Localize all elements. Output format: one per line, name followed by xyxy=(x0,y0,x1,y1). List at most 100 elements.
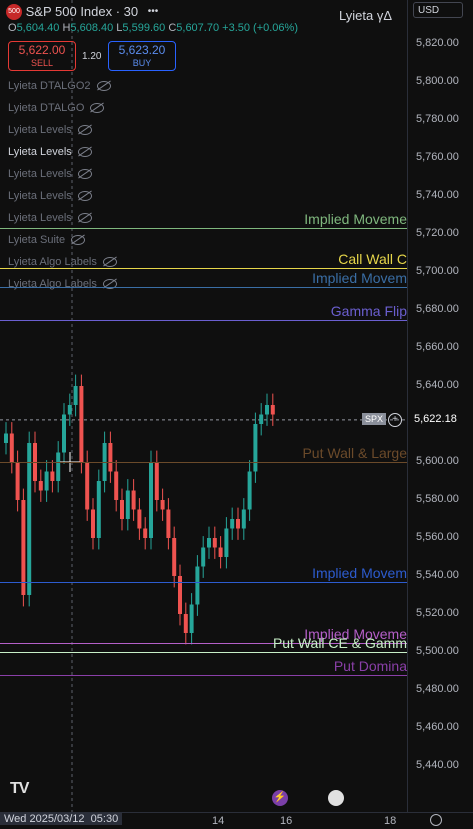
buy-label: BUY xyxy=(132,58,152,68)
indicator-item[interactable]: Lyieta Levels xyxy=(8,190,92,202)
level-label: Put Wall CE & Gamm xyxy=(272,635,407,651)
hidden-eye-icon[interactable] xyxy=(77,191,92,202)
candle-body xyxy=(143,528,148,538)
hidden-eye-icon[interactable] xyxy=(71,235,86,246)
indicator-label: Lyieta Suite xyxy=(8,234,66,246)
sell-price: 5,622.00 xyxy=(18,43,66,57)
candle-body xyxy=(9,433,14,462)
candle-body xyxy=(137,509,142,529)
tradingview-logo[interactable]: TV xyxy=(10,780,29,797)
hidden-eye-icon[interactable] xyxy=(77,125,92,136)
price-tick-label: 5,540.00 xyxy=(416,569,459,581)
hidden-eye-icon[interactable] xyxy=(77,213,92,224)
lightning-icon[interactable]: ⚡ xyxy=(272,790,288,806)
price-tick-label: 5,800.00 xyxy=(416,75,459,87)
indicator-item[interactable]: Lyieta Levels xyxy=(8,124,92,136)
price-tick-label: 5,480.00 xyxy=(416,683,459,695)
indicator-item[interactable]: Lyieta DTALGO xyxy=(8,102,105,114)
price-tick-label: 5,820.00 xyxy=(416,37,459,49)
candle-body xyxy=(27,443,32,595)
candle-body xyxy=(253,424,258,472)
price-tick-label: 5,640.00 xyxy=(416,379,459,391)
candle-body xyxy=(96,481,101,538)
level-line[interactable] xyxy=(0,287,407,289)
indicator-label: Lyieta Levels xyxy=(8,146,72,158)
indicator-item[interactable]: Lyieta Levels xyxy=(8,146,92,158)
candle-body xyxy=(67,405,72,415)
price-chart[interactable] xyxy=(0,0,407,812)
candle-body xyxy=(125,490,130,519)
candle-body xyxy=(236,519,240,529)
level-line[interactable] xyxy=(0,462,407,463)
candle-body xyxy=(62,414,66,453)
loading-icon[interactable] xyxy=(77,147,92,158)
candle-body xyxy=(120,500,124,519)
hidden-eye-icon[interactable] xyxy=(102,257,117,268)
level-label: Call Wall C xyxy=(338,251,407,268)
level-line[interactable] xyxy=(0,652,407,653)
indicator-item[interactable]: Lyieta DTALGO2 xyxy=(8,80,111,92)
candle-body xyxy=(195,566,200,605)
candle-body xyxy=(172,538,177,576)
level-line[interactable] xyxy=(0,642,407,644)
price-axis[interactable]: USD 5,820.00 5,800.00 5,780.00 5,760.00 5,74… xyxy=(362,0,473,812)
currency-button[interactable]: USD xyxy=(413,2,463,18)
buy-price: 5,623.20 xyxy=(118,43,166,57)
candle-body xyxy=(218,547,223,557)
candle-body xyxy=(178,576,182,614)
candle-body xyxy=(149,462,153,538)
level-line[interactable] xyxy=(0,581,407,583)
more-options-button[interactable]: ••• xyxy=(147,6,159,18)
ohlc-readout: O5,604.40 H5,608.40 L5,599.60 C5,607.70 … xyxy=(8,22,298,34)
chart-pane[interactable]: 500 S&P 500 Index · 30 ••• Lyieta γΔ O5,… xyxy=(0,0,407,812)
time-label: 14 xyxy=(212,815,225,827)
candle-body xyxy=(4,433,8,443)
candle-body xyxy=(241,509,246,529)
flag-icon[interactable] xyxy=(328,790,344,806)
candle-body xyxy=(160,500,165,510)
hidden-eye-icon[interactable] xyxy=(90,103,105,114)
candle-body xyxy=(38,481,43,491)
time-axis[interactable]: Wed 2025/03/12 05:30 14 16 18 xyxy=(0,812,473,829)
candle-body xyxy=(270,405,275,415)
candle-body xyxy=(212,538,217,548)
level-line[interactable] xyxy=(0,319,407,321)
price-tick-label: 5,760.00 xyxy=(416,151,459,163)
price-tick-label: 5,600.00 xyxy=(416,455,459,467)
indicator-item[interactable]: Lyieta Algo Labels xyxy=(8,278,117,290)
symbol-badge-icon: 500 xyxy=(6,3,22,20)
price-tick-label: 5,500.00 xyxy=(416,645,459,657)
hidden-eye-icon[interactable] xyxy=(96,81,111,92)
indicator-item[interactable]: Lyieta Algo Labels xyxy=(8,256,117,268)
buy-button[interactable]: 5,623.20 BUY xyxy=(108,41,176,71)
candle-body xyxy=(154,462,159,500)
settings-gear-icon[interactable] xyxy=(430,814,442,826)
indicator-item[interactable]: Lyieta Levels xyxy=(8,168,92,180)
indicator-item[interactable]: Lyieta Suite xyxy=(8,234,86,246)
sell-button[interactable]: 5,622.00 SELL xyxy=(8,41,76,71)
level-line[interactable] xyxy=(0,228,407,230)
symbol-header[interactable]: 500 S&P 500 Index · 30 ••• xyxy=(6,3,158,20)
level-label: Implied Moveme xyxy=(304,625,407,642)
level-label: Put Wall & Large xyxy=(302,445,407,461)
candle-body xyxy=(131,490,136,510)
level-line[interactable] xyxy=(0,674,407,676)
candle-body xyxy=(166,509,171,538)
candle-body xyxy=(247,471,252,510)
price-tick-label: 5,560.00 xyxy=(416,531,459,543)
indicator-item[interactable]: Lyieta Levels xyxy=(8,212,92,224)
price-tick-label: 5,680.00 xyxy=(416,303,459,315)
symbol-title[interactable]: S&P 500 Index · 30 xyxy=(25,4,139,20)
indicator-label: Lyieta Levels xyxy=(8,124,72,136)
level-line[interactable] xyxy=(0,268,407,270)
indicator-label: Lyieta Algo Labels xyxy=(8,278,97,290)
candle-body xyxy=(114,471,119,500)
hidden-eye-icon[interactable] xyxy=(77,169,92,180)
candle-body xyxy=(224,528,229,557)
spread-value: 1.20 xyxy=(82,51,102,62)
hidden-eye-icon[interactable] xyxy=(102,279,117,290)
candle-body xyxy=(183,614,188,633)
price-tick-label: 5,780.00 xyxy=(416,113,459,125)
candle-body xyxy=(21,500,26,595)
add-alert-icon[interactable]: + xyxy=(388,412,402,427)
